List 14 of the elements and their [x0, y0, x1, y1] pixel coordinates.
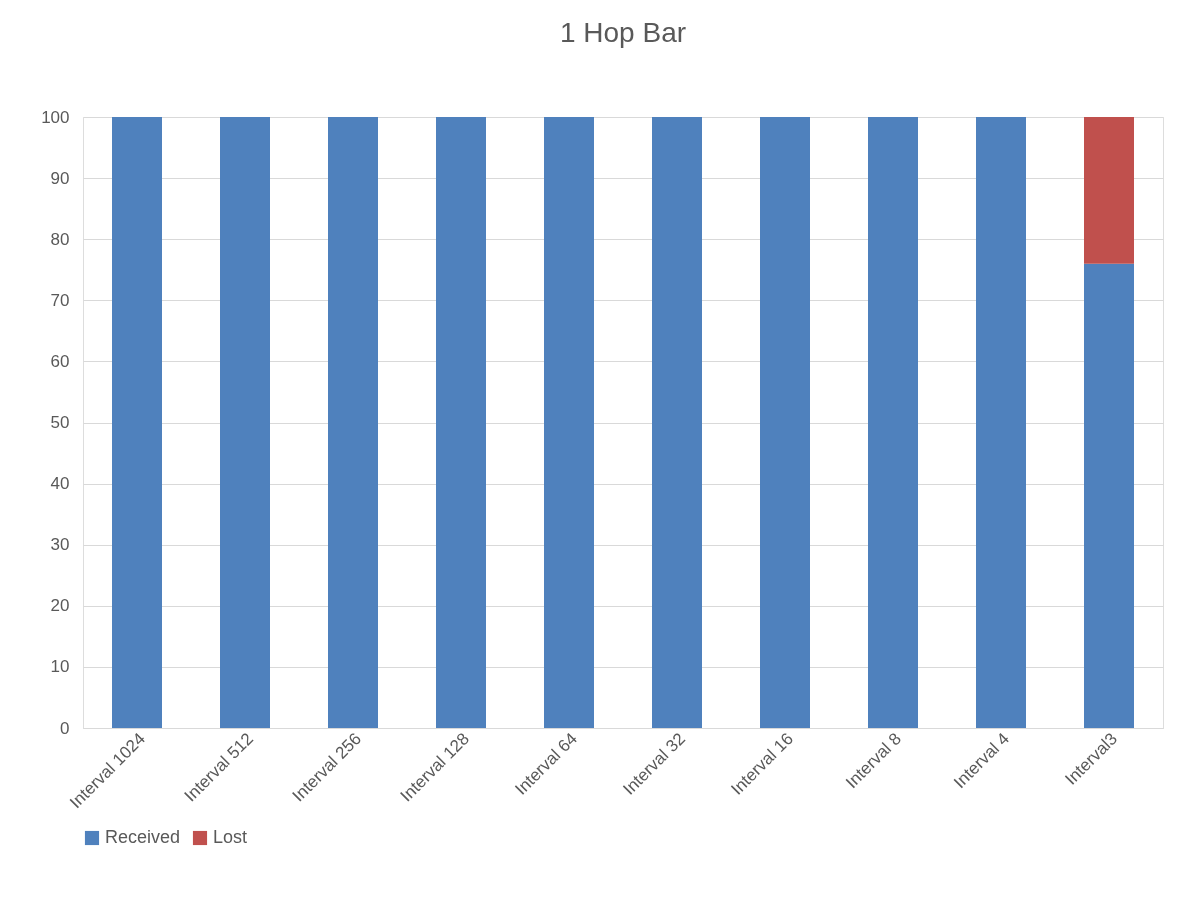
y-tick-label: 70	[50, 290, 70, 310]
chart-title: 1 Hop Bar	[559, 17, 687, 48]
y-tick-label: 30	[50, 535, 70, 555]
y-tick-label: 10	[50, 657, 70, 677]
y-tick-label: 60	[50, 351, 70, 371]
y-tick-label: 90	[50, 168, 70, 188]
y-tick-label: 20	[50, 596, 70, 616]
y-tick-label: 40	[50, 474, 70, 494]
y-tick-label: 100	[41, 107, 70, 127]
y-tick-label: 50	[50, 413, 70, 432]
legend-label: Lost	[213, 827, 248, 847]
y-tick-label: 80	[50, 229, 70, 249]
legend-label: Received	[105, 827, 181, 847]
y-tick-label: 0	[60, 718, 70, 738]
